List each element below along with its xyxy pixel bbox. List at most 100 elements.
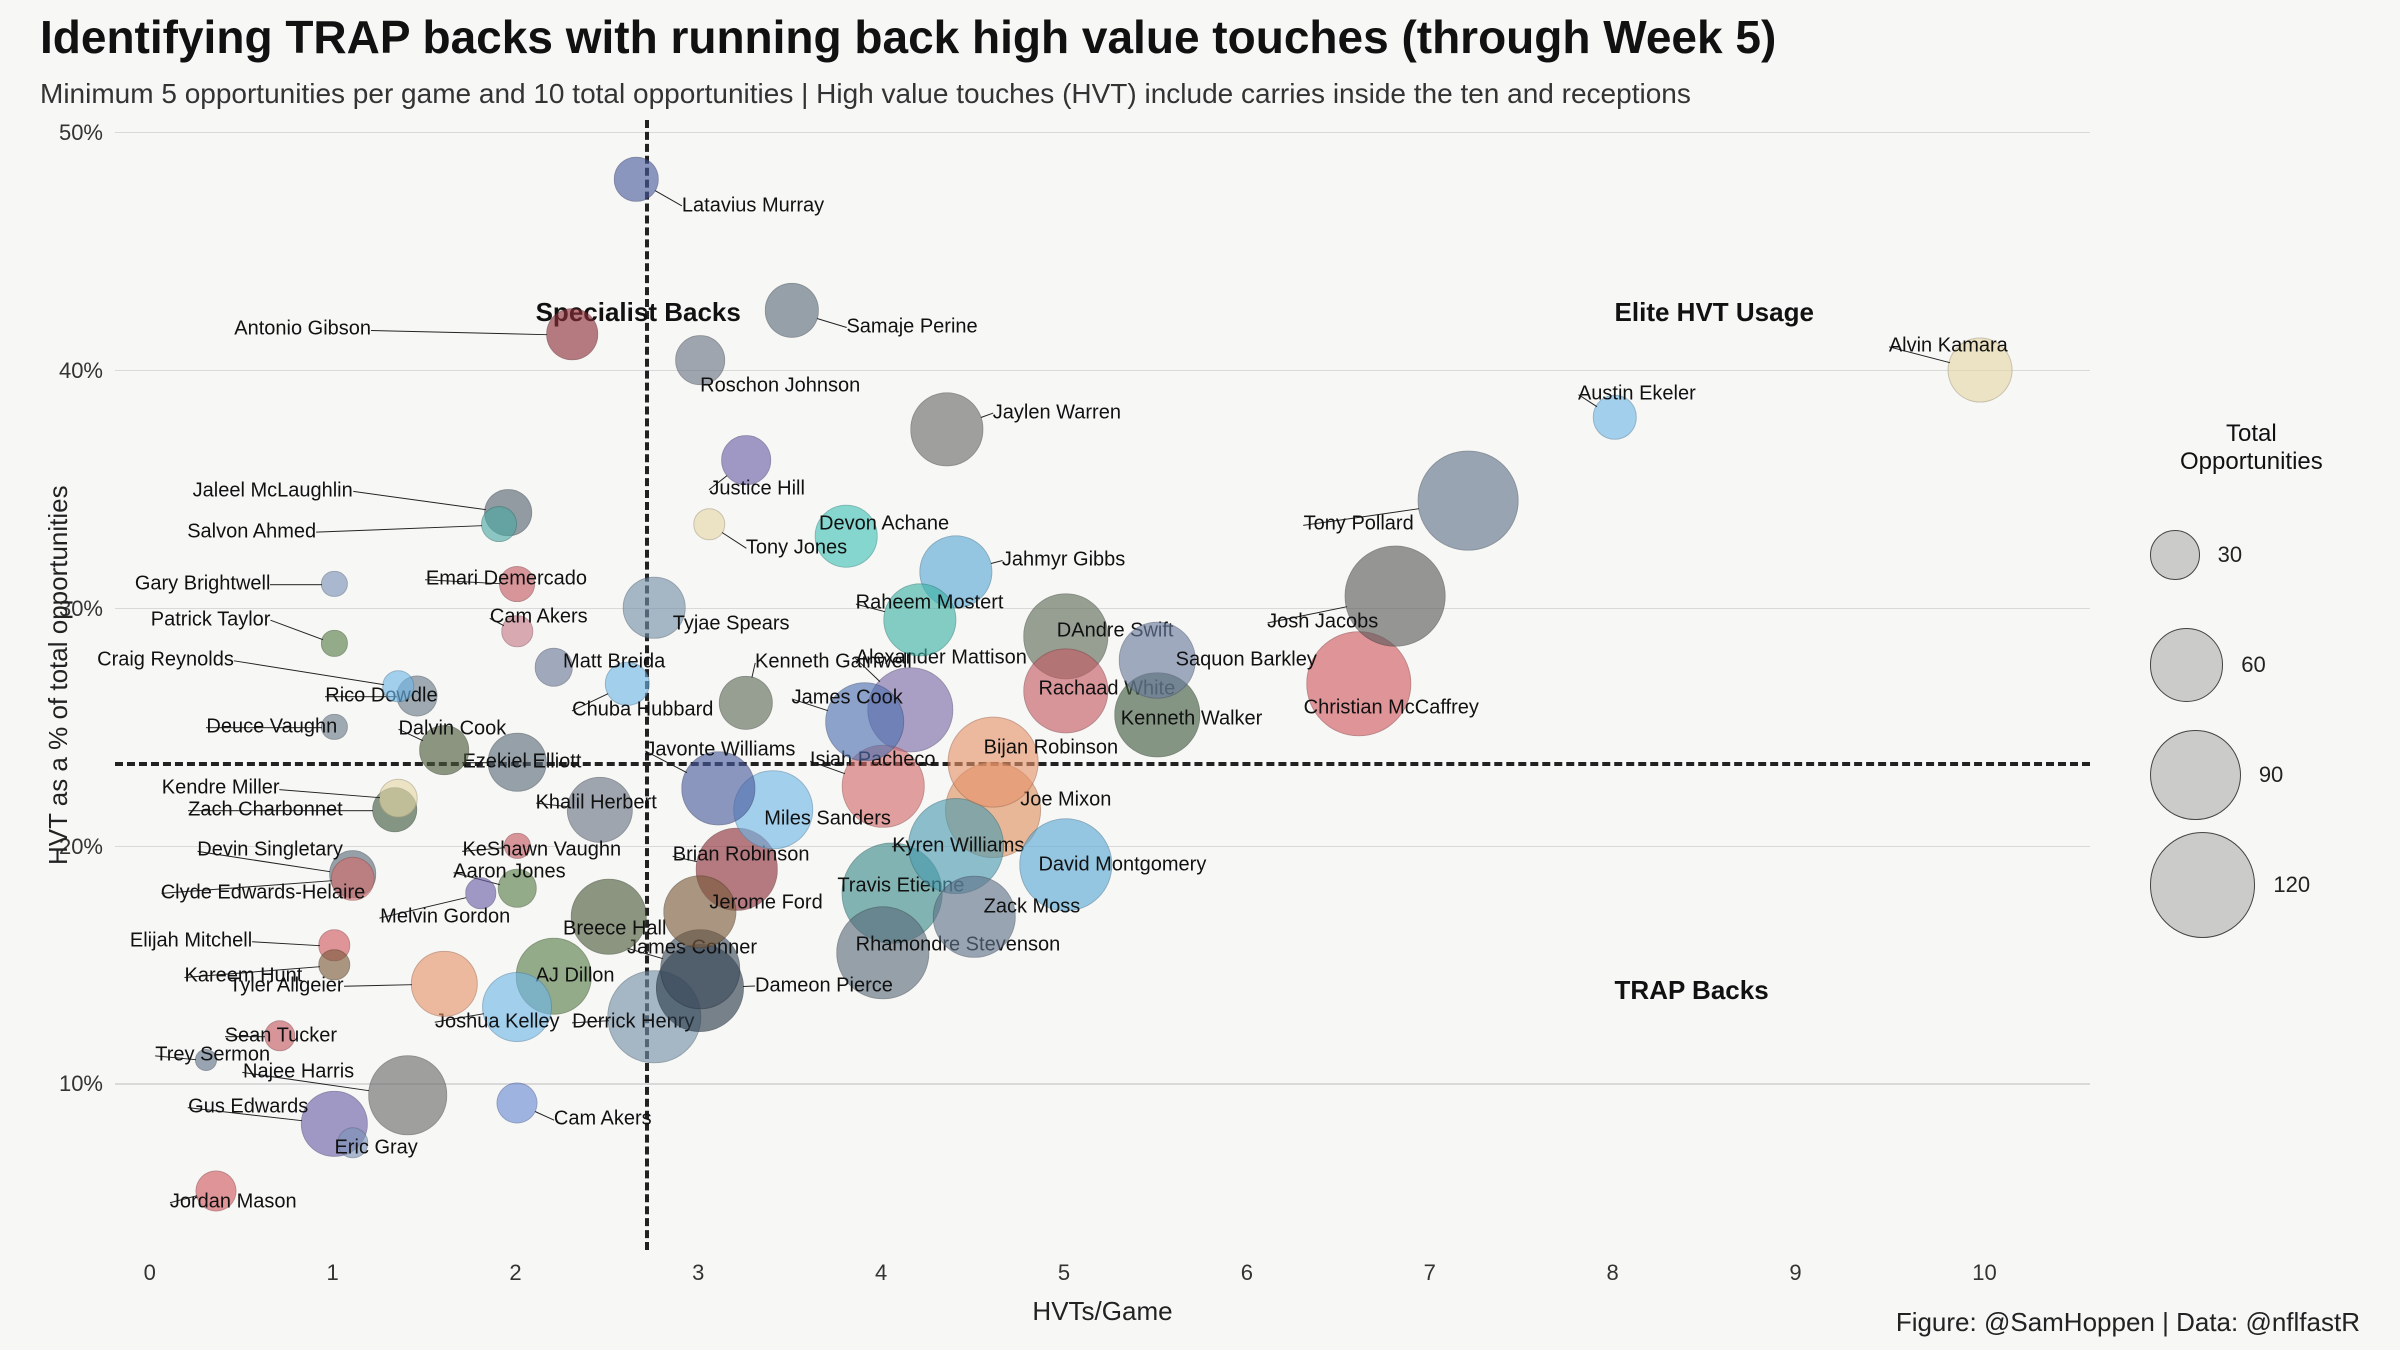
quadrant-label: Elite HVT Usage (1615, 297, 1814, 328)
y-tick: 10% (59, 1071, 103, 1097)
x-tick: 4 (875, 1260, 887, 1286)
data-label: Cam Akers (490, 606, 588, 629)
leader-line (252, 941, 320, 946)
x-tick: 5 (1058, 1260, 1070, 1286)
leader-line (991, 560, 1003, 564)
data-point (379, 779, 418, 818)
data-label: Deuce Vaughn (206, 715, 337, 738)
data-point (694, 509, 725, 540)
data-label: Kenneth Walker (1121, 708, 1263, 731)
data-label: Jaylen Warren (993, 401, 1121, 424)
data-label: Antonio Gibson (234, 318, 371, 341)
legend-label: 30 (2218, 542, 2242, 568)
data-label: Breece Hall (563, 917, 666, 940)
y-tick: 50% (59, 120, 103, 146)
data-point (481, 506, 517, 542)
data-point (321, 571, 347, 597)
data-label: Kareem Hunt (184, 965, 302, 988)
chart-caption: Figure: @SamHoppen | Data: @nflfastR (1896, 1307, 2360, 1338)
data-label: David Montgomery (1038, 853, 1206, 876)
data-point (719, 676, 773, 730)
leader-line (270, 584, 322, 585)
legend-item: 60 (2150, 620, 2266, 710)
gridline-h (115, 608, 2090, 610)
data-point (764, 283, 818, 337)
data-label: Patrick Taylor (151, 608, 271, 631)
data-label: Justice Hill (709, 477, 805, 500)
chart-title: Identifying TRAP backs with running back… (40, 10, 1776, 64)
leader-line (316, 525, 482, 533)
data-label: Clyde Edwards-Helaire (161, 882, 366, 905)
data-point (1418, 450, 1519, 551)
data-label: Matt Breida (563, 651, 665, 674)
data-label: Zack Moss (984, 896, 1081, 919)
data-label: Austin Ekeler (1578, 382, 1696, 405)
gridline-h (115, 132, 2090, 134)
data-label: Chuba Hubbard (572, 698, 713, 721)
data-point (1306, 631, 1411, 736)
quadrant-label: TRAP Backs (1615, 975, 1769, 1006)
data-point (465, 877, 496, 908)
data-label: Kendre Miller (162, 777, 280, 800)
data-label: AJ Dillon (536, 965, 615, 988)
data-label: Salvon Ahmed (187, 520, 316, 543)
data-label: Tony Jones (746, 537, 847, 560)
data-label: Devin Singletary (197, 839, 343, 862)
x-tick: 6 (1241, 1260, 1253, 1286)
legend-swatch (2150, 730, 2241, 821)
legend-label: 90 (2259, 762, 2283, 788)
data-point (368, 1056, 448, 1136)
data-label: Eric Gray (334, 1136, 417, 1159)
data-point (321, 630, 347, 656)
data-label: Jordan Mason (170, 1191, 297, 1214)
data-label: Trey Sermon (155, 1043, 270, 1066)
x-tick: 10 (1972, 1260, 1996, 1286)
data-label: Tony Pollard (1304, 513, 1414, 536)
data-label: Latavius Murray (682, 194, 824, 217)
data-point (614, 157, 658, 201)
legend-label: 60 (2241, 652, 2265, 678)
data-point (497, 1082, 538, 1123)
x-tick: 7 (1424, 1260, 1436, 1286)
gridline-h (115, 370, 2090, 372)
legend-swatch (2150, 832, 2255, 937)
legend-swatch (2150, 628, 2223, 701)
x-tick: 9 (1789, 1260, 1801, 1286)
data-label: Kyren Williams (892, 834, 1024, 857)
data-label: Bijan Robinson (984, 737, 1119, 760)
leader-line (980, 413, 993, 419)
leader-line (344, 984, 412, 987)
data-label: Christian McCaffrey (1304, 696, 1479, 719)
data-label: Kenneth Gainwell (755, 651, 912, 674)
legend-item: 120 (2150, 840, 2310, 930)
leader-line (654, 190, 682, 207)
x-tick: 1 (326, 1260, 338, 1286)
data-label: Jerome Ford (709, 891, 822, 914)
data-point (546, 308, 598, 360)
x-tick: 0 (144, 1260, 156, 1286)
data-label: Elijah Mitchell (130, 929, 252, 952)
legend-item: 30 (2150, 510, 2242, 600)
data-point (682, 752, 755, 825)
data-label: James Cook (792, 687, 903, 710)
data-label: Zach Charbonnet (188, 798, 343, 821)
data-point (411, 950, 477, 1016)
scatter-plot: 10%20%30%40%50%012345678910HVTs/GameHVT … (115, 120, 2090, 1250)
leader-line (353, 491, 486, 510)
data-label: Raheem Mostert (856, 591, 1004, 614)
data-point (910, 393, 983, 466)
data-label: Dalvin Cook (398, 718, 506, 741)
data-label: Khalil Herbert (536, 791, 657, 814)
x-axis-label: HVTs/Game (115, 1296, 2090, 1327)
data-point (947, 717, 1038, 808)
data-label: Tyjae Spears (673, 613, 790, 636)
legend-title: Total Opportunities (2180, 420, 2323, 476)
data-label: Javonte Williams (645, 739, 795, 762)
data-label: Dameon Pierce (755, 974, 893, 997)
chart-container: Identifying TRAP backs with running back… (0, 0, 2400, 1350)
x-tick: 3 (692, 1260, 704, 1286)
data-label: Jahmyr Gibbs (1002, 549, 1125, 572)
leader-line (721, 533, 746, 550)
leader-line (535, 1111, 554, 1121)
y-tick: 40% (59, 358, 103, 384)
